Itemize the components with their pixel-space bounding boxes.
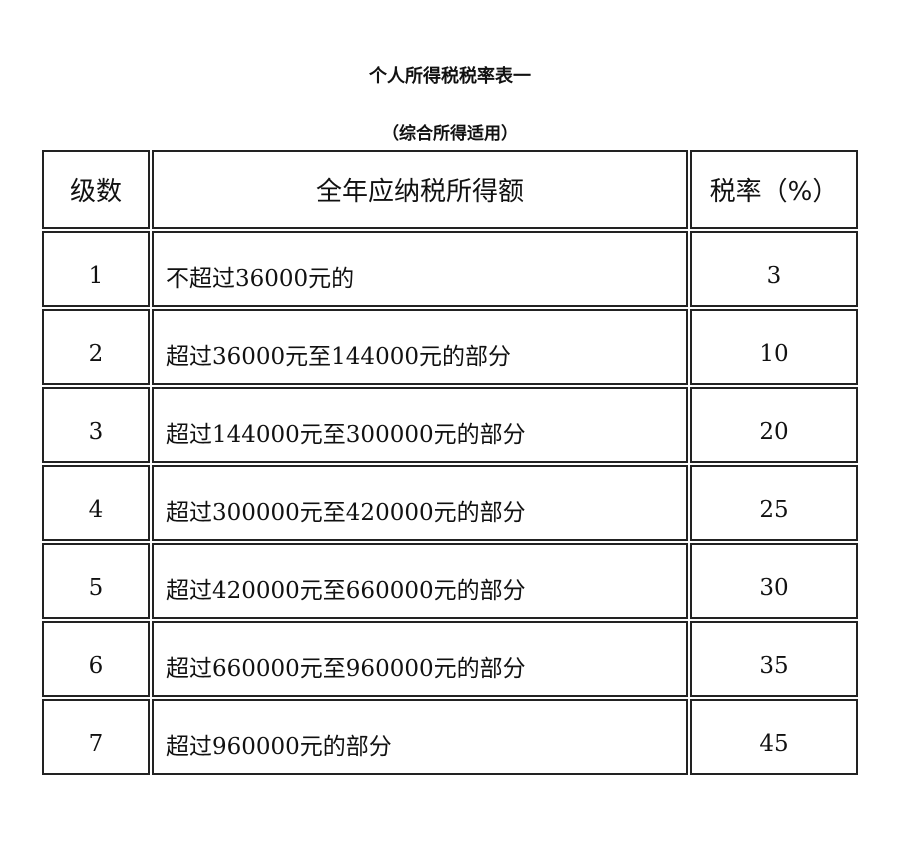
cell-level: 7: [42, 699, 150, 775]
cell-taxable-income: 不超过36000元的: [152, 231, 688, 307]
cell-tax-rate: 3: [690, 231, 858, 307]
cell-taxable-income: 超过660000元至960000元的部分: [152, 621, 688, 697]
document-title: 个人所得税税率表一: [369, 66, 531, 87]
cell-tax-rate: 35: [690, 621, 858, 697]
cell-taxable-income: 超过300000元至420000元的部分: [152, 465, 688, 541]
cell-tax-rate: 10: [690, 309, 858, 385]
table-row: 5 超过420000元至660000元的部分 30: [42, 543, 858, 619]
cell-tax-rate: 25: [690, 465, 858, 541]
cell-taxable-income: 超过36000元至144000元的部分: [152, 309, 688, 385]
table-row: 1 不超过36000元的 3: [42, 231, 858, 307]
header-tax-rate: 税率（%）: [690, 150, 858, 229]
tax-rate-table: 级数 全年应纳税所得额 税率（%） 1 不超过36000元的 3 2 超过36000元至…: [40, 148, 860, 777]
table-row: 3 超过144000元至300000元的部分 20: [42, 387, 858, 463]
cell-tax-rate: 30: [690, 543, 858, 619]
table-header-row: 级数 全年应纳税所得额 税率（%）: [42, 150, 858, 229]
cell-taxable-income: 超过420000元至660000元的部分: [152, 543, 688, 619]
header-taxable-income: 全年应纳税所得额: [152, 150, 688, 229]
cell-level: 5: [42, 543, 150, 619]
cell-level: 1: [42, 231, 150, 307]
table-row: 4 超过300000元至420000元的部分 25: [42, 465, 858, 541]
cell-tax-rate: 45: [690, 699, 858, 775]
table-row: 6 超过660000元至960000元的部分 35: [42, 621, 858, 697]
table-row: 7 超过960000元的部分 45: [42, 699, 858, 775]
cell-level: 3: [42, 387, 150, 463]
header-level: 级数: [42, 150, 150, 229]
cell-level: 6: [42, 621, 150, 697]
cell-taxable-income: 超过144000元至300000元的部分: [152, 387, 688, 463]
cell-level: 2: [42, 309, 150, 385]
document-subtitle: （综合所得适用）: [382, 124, 518, 144]
cell-level: 4: [42, 465, 150, 541]
cell-taxable-income: 超过960000元的部分: [152, 699, 688, 775]
table-row: 2 超过36000元至144000元的部分 10: [42, 309, 858, 385]
cell-tax-rate: 20: [690, 387, 858, 463]
